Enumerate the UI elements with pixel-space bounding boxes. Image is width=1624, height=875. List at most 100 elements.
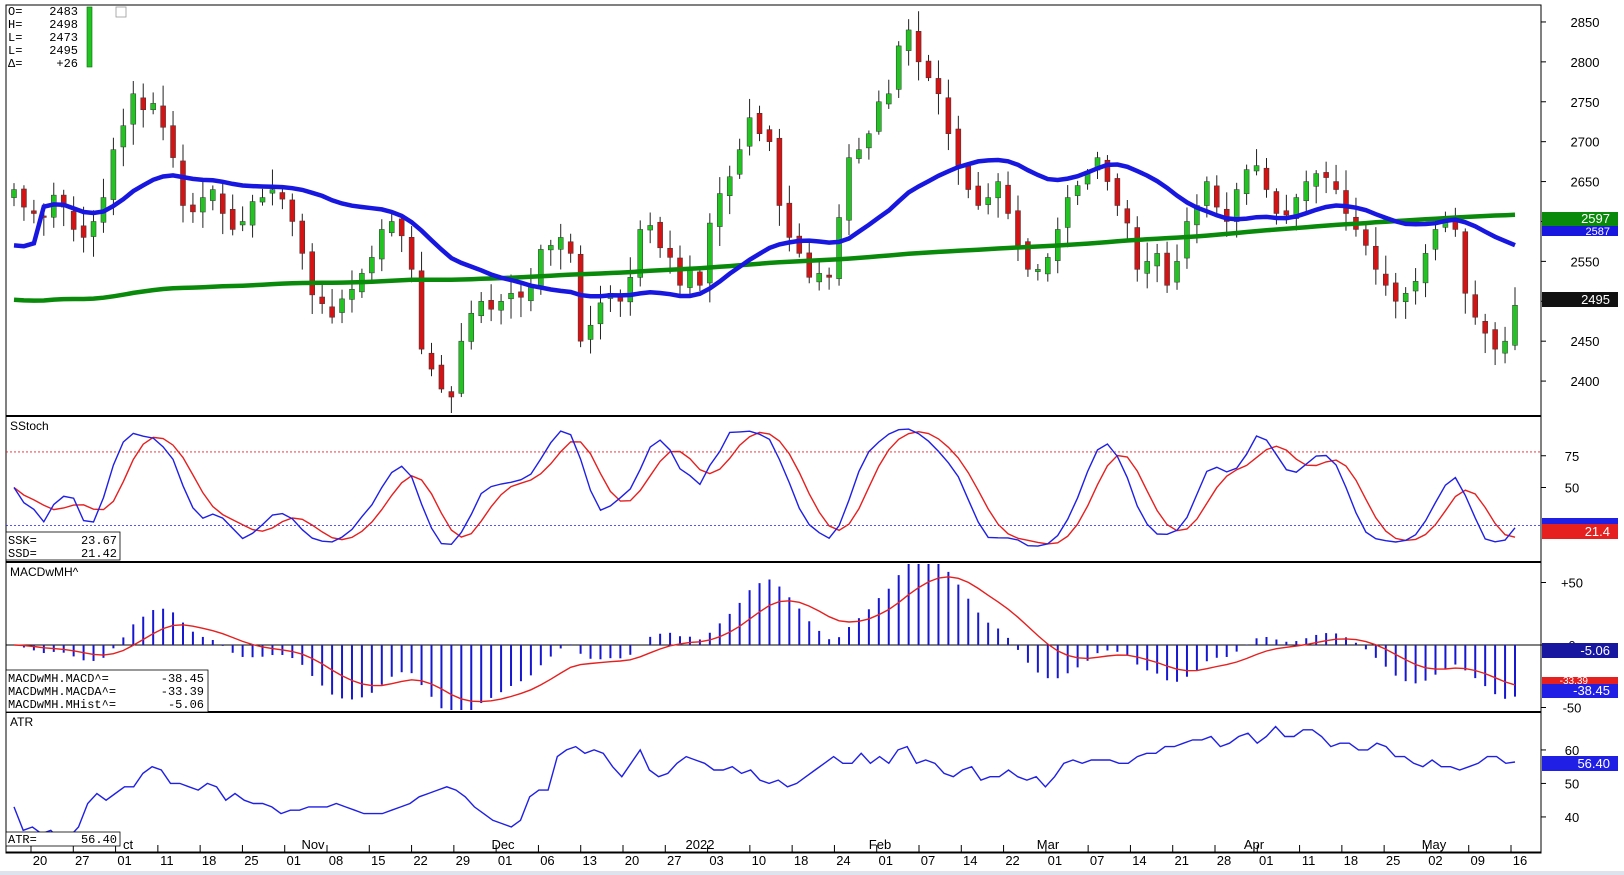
readout-value: -38.45 bbox=[161, 672, 204, 686]
candle-body bbox=[647, 225, 653, 231]
candle-body bbox=[717, 193, 723, 227]
candle-body bbox=[1333, 181, 1339, 190]
candle-body bbox=[478, 301, 484, 317]
macda-line bbox=[13, 576, 1516, 703]
candle-body bbox=[1273, 191, 1280, 214]
atr-title: ATR bbox=[10, 715, 33, 729]
candle-body bbox=[180, 160, 186, 206]
x-day-label: 16 bbox=[1513, 853, 1527, 868]
candle-body bbox=[1184, 221, 1190, 259]
candle-body bbox=[1144, 261, 1150, 274]
candle-body bbox=[746, 117, 753, 147]
candle-body bbox=[826, 274, 832, 278]
readout-value: +26 bbox=[56, 57, 78, 71]
atr-tag-label: 56.40 bbox=[1577, 756, 1610, 771]
stoch-tick-label: 75 bbox=[1565, 449, 1579, 464]
readout-label: MACDwMH.MACDA^= bbox=[8, 685, 116, 699]
candle-body bbox=[985, 197, 991, 205]
candle-body bbox=[736, 149, 743, 175]
candle-body bbox=[438, 364, 445, 390]
readout-label: L= bbox=[8, 31, 22, 45]
candle-body bbox=[498, 301, 504, 311]
candle-body bbox=[1233, 189, 1240, 222]
hist-tag bbox=[1542, 643, 1618, 658]
candle-body bbox=[1343, 190, 1349, 214]
stoch-tags: 21.4 bbox=[1542, 518, 1618, 539]
candle-body bbox=[597, 302, 604, 325]
x-day-label: 28 bbox=[1217, 853, 1231, 868]
candle-body bbox=[1064, 197, 1071, 228]
candle-body bbox=[637, 229, 643, 278]
x-month-label: Feb bbox=[869, 837, 891, 852]
candle-body bbox=[1045, 257, 1051, 275]
candle-body bbox=[1472, 294, 1478, 318]
candle-body bbox=[1363, 229, 1369, 246]
price-tick-label: 2750 bbox=[1571, 95, 1600, 110]
ma-slow-tag-label: 2597 bbox=[1581, 211, 1610, 226]
candle-body bbox=[627, 277, 634, 303]
candle-body bbox=[1263, 167, 1270, 190]
candle-body bbox=[80, 225, 87, 238]
macd-tag bbox=[1542, 684, 1618, 698]
atr-tags: 56.40 bbox=[1542, 756, 1618, 771]
candle-body bbox=[458, 340, 465, 394]
x-day-label: 18 bbox=[202, 853, 216, 868]
atr-axis: 40 50 60 bbox=[1541, 743, 1579, 825]
x-day-label: 18 bbox=[794, 853, 808, 868]
atr-tick-label: 40 bbox=[1565, 810, 1579, 825]
candle-body bbox=[796, 235, 803, 254]
x-day-label: 10 bbox=[752, 853, 766, 868]
candle-body bbox=[667, 248, 673, 258]
x-day-label: 14 bbox=[1132, 853, 1146, 868]
candle-body bbox=[1174, 261, 1180, 283]
x-day-label: 29 bbox=[456, 853, 470, 868]
candle-body bbox=[120, 125, 127, 148]
candle-body bbox=[1025, 241, 1031, 270]
x-day-label: 13 bbox=[582, 853, 596, 868]
x-day-label: 21 bbox=[1174, 853, 1188, 868]
candle-body bbox=[816, 273, 822, 283]
candle-body bbox=[756, 112, 763, 134]
candle-body bbox=[786, 202, 793, 238]
candle-body bbox=[309, 251, 315, 296]
candle-body bbox=[428, 352, 435, 370]
chart-frame bbox=[5, 4, 1542, 854]
last-price-tag bbox=[1542, 292, 1618, 307]
candle-body bbox=[935, 78, 942, 95]
macd-tick-label: -50 bbox=[1563, 701, 1582, 716]
candle-body bbox=[11, 189, 17, 198]
ma-fast-tag bbox=[1542, 226, 1618, 236]
candle-body bbox=[677, 257, 683, 286]
candle-body bbox=[697, 271, 703, 286]
x-day-label: 11 bbox=[1302, 853, 1316, 868]
panel-menu-icon[interactable] bbox=[115, 6, 127, 18]
candle-body bbox=[408, 237, 415, 270]
candle-body bbox=[1402, 293, 1409, 302]
x-month-label: Apr bbox=[1244, 837, 1265, 852]
candle-body bbox=[1243, 169, 1250, 194]
candle-body bbox=[150, 103, 156, 111]
candle-body bbox=[1114, 178, 1121, 206]
stoch-panel bbox=[6, 428, 1541, 547]
candle-body bbox=[229, 209, 236, 230]
readout-value: 23.67 bbox=[81, 534, 117, 548]
price-tick-label: 2700 bbox=[1571, 135, 1600, 150]
candle-body bbox=[567, 241, 574, 254]
price-panel bbox=[11, 11, 1518, 413]
candle-body bbox=[110, 149, 117, 200]
x-day-label: 01 bbox=[1259, 853, 1273, 868]
candle-body bbox=[448, 391, 455, 398]
ma-fast-line bbox=[13, 157, 1516, 299]
atr-line bbox=[13, 725, 1516, 842]
x-day-label: 20 bbox=[33, 853, 47, 868]
x-month-label: Dec bbox=[491, 837, 515, 852]
readout-label: SSD= bbox=[8, 547, 37, 561]
readout-value: 2483 bbox=[49, 5, 78, 19]
candle-body bbox=[508, 293, 514, 300]
price-tick-label: 2650 bbox=[1571, 175, 1600, 190]
candle-body bbox=[21, 188, 27, 208]
x-day-label: 01 bbox=[878, 853, 892, 868]
candle-body bbox=[1383, 273, 1389, 286]
candle-body bbox=[90, 221, 97, 237]
candle-body bbox=[766, 129, 773, 142]
